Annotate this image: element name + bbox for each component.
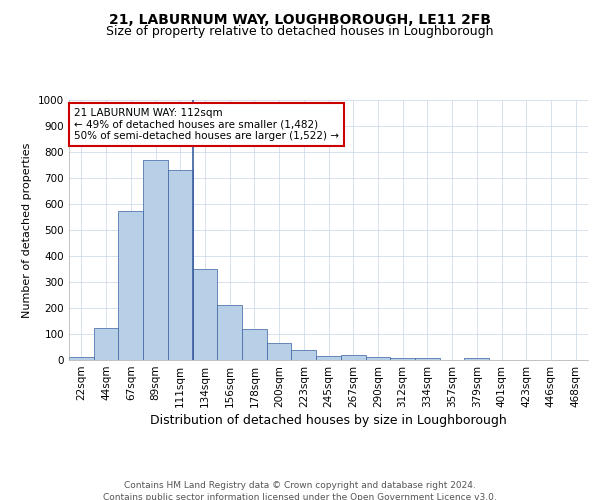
Text: 21 LABURNUM WAY: 112sqm
← 49% of detached houses are smaller (1,482)
50% of semi: 21 LABURNUM WAY: 112sqm ← 49% of detache… xyxy=(74,108,339,141)
Bar xyxy=(341,355,365,360)
Bar xyxy=(69,358,94,360)
Bar xyxy=(316,356,341,360)
Bar xyxy=(390,358,415,360)
Bar xyxy=(292,350,316,360)
Y-axis label: Number of detached properties: Number of detached properties xyxy=(22,142,32,318)
Text: 21, LABURNUM WAY, LOUGHBOROUGH, LE11 2FB: 21, LABURNUM WAY, LOUGHBOROUGH, LE11 2FB xyxy=(109,12,491,26)
Bar xyxy=(118,210,143,360)
Bar xyxy=(365,358,390,360)
Bar xyxy=(94,328,118,360)
Bar xyxy=(464,358,489,360)
Bar xyxy=(415,358,440,360)
Bar xyxy=(143,160,168,360)
Text: Contains HM Land Registry data © Crown copyright and database right 2024.: Contains HM Land Registry data © Crown c… xyxy=(124,481,476,490)
Bar xyxy=(193,269,217,360)
Text: Size of property relative to detached houses in Loughborough: Size of property relative to detached ho… xyxy=(106,25,494,38)
Bar xyxy=(168,170,193,360)
Text: Contains public sector information licensed under the Open Government Licence v3: Contains public sector information licen… xyxy=(103,493,497,500)
Bar xyxy=(242,329,267,360)
Bar xyxy=(267,343,292,360)
Bar xyxy=(217,306,242,360)
X-axis label: Distribution of detached houses by size in Loughborough: Distribution of detached houses by size … xyxy=(150,414,507,427)
